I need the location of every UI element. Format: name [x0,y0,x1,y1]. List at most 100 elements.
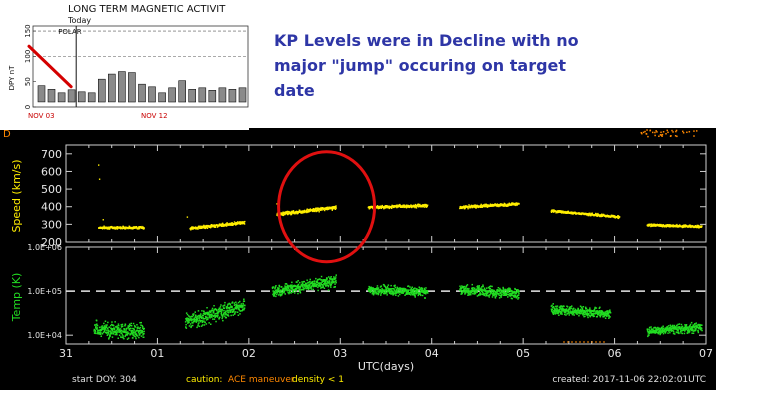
temp-point [105,332,108,334]
temp-point [473,287,476,289]
temp-point [468,289,470,292]
temp-point [139,326,142,329]
temp-point [105,326,108,329]
speed-point [214,226,217,228]
speed-point [504,203,506,205]
temp-point [309,284,311,286]
temp-point [505,288,507,291]
temp-point [557,312,559,315]
temp-point [243,298,245,300]
temp-point [188,316,191,318]
temp-point [374,291,377,293]
temp-point [195,315,197,317]
temp-point [472,293,474,295]
speed-point [657,225,659,227]
temp-point [507,288,509,290]
temp-point [476,291,478,293]
temp-point [303,287,305,289]
temp-point [500,289,503,292]
temp-point [657,326,659,329]
temp-point [701,329,703,332]
inset-bar [138,83,146,103]
temp-point [233,302,236,304]
temp-point [663,330,665,332]
x-tick-label: 06 [608,347,622,360]
temp-point [654,332,656,334]
temp-point [184,321,187,323]
temp-point [553,308,556,310]
temp-point [240,310,242,312]
temp-point [231,301,234,303]
temp-point [517,289,519,291]
temp-point [560,307,562,309]
speed-point [143,228,145,230]
temp-point [292,290,295,293]
temp-point [219,310,221,312]
temp-point [494,296,496,298]
temp-point [385,288,388,291]
inset-bar [57,92,66,103]
temp-point [404,294,406,296]
temp-point [274,291,276,293]
temp-point [481,291,484,293]
speed-point [610,215,612,217]
temp-point [190,325,192,327]
temp-point [580,306,583,308]
temp-point [223,312,225,314]
temp-point [648,326,651,329]
temp-point [185,323,187,326]
temp-point [131,327,133,330]
temp-point [238,306,241,308]
temp-point [239,313,241,315]
temp-point [394,290,397,293]
temp-point [118,325,120,327]
temp-point [320,283,323,286]
temp-point [594,306,596,309]
temp-point [109,330,112,332]
temp-point [127,327,130,329]
temp-point [393,288,395,290]
temp-point [301,288,304,291]
temp-point [467,292,470,295]
temp-point [382,291,384,293]
temp-point [133,328,135,331]
temp-point [190,319,193,322]
temp-point [280,289,283,292]
temp-point [105,325,107,328]
temp-point [313,282,315,285]
temp-point [667,327,669,329]
temp-point [560,312,563,314]
temp-point [310,286,312,288]
temp-point [380,285,382,287]
temp-point [142,334,144,336]
temp-point [334,278,336,280]
temp-point [192,322,194,324]
temp-point [586,309,589,311]
temp-point [329,277,332,279]
temp-point [517,294,520,296]
temp-point [424,297,426,299]
top-strip-point [660,131,662,134]
temp-point [106,334,109,336]
temp-point [649,330,651,333]
temp-point [552,312,554,314]
temp-point [487,290,489,292]
inset-date-label-1: NOV 03 [28,112,55,120]
temp-point [191,319,193,321]
temp-point [561,310,563,313]
temp-point [386,285,389,288]
speed-point [675,225,677,227]
temp-point [95,319,98,322]
temp-point [482,293,485,296]
temp-point [121,334,124,336]
temp-point [227,314,229,316]
speed-point [388,207,390,210]
speed-point [594,214,596,217]
speed-point [320,208,322,210]
temp-point [674,326,676,328]
temp-point [205,319,208,321]
temp-point [367,287,370,290]
speed-point [334,207,336,209]
temp-point [461,285,463,287]
temp-point [559,307,561,309]
